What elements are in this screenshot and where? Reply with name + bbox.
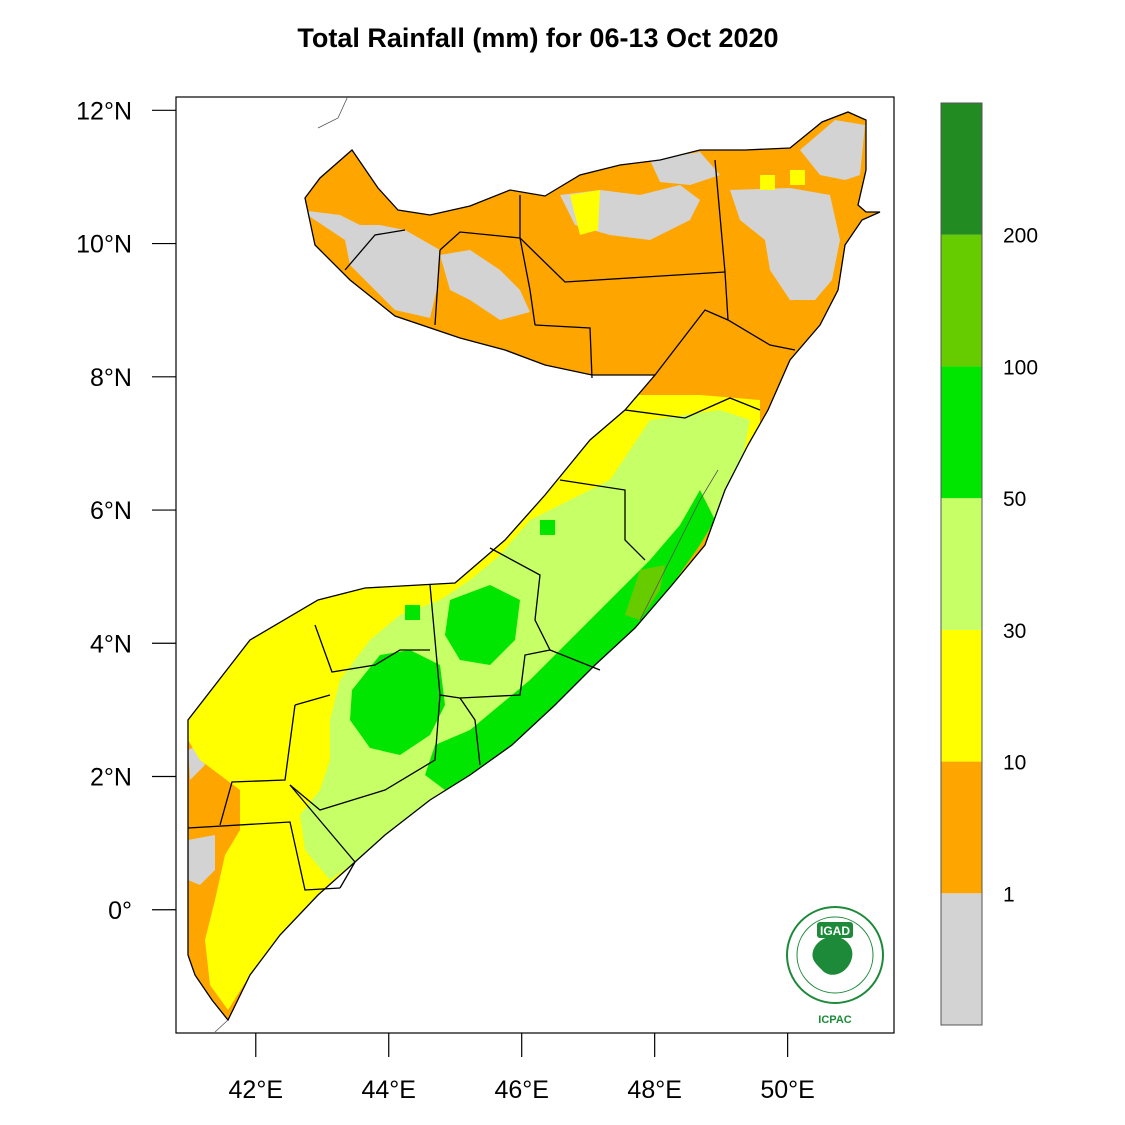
- lat-tick-label: 4°N: [90, 630, 132, 658]
- legend-bin: [941, 629, 982, 762]
- logo-inner-ring: [796, 916, 874, 994]
- legend-bin: [941, 761, 982, 894]
- lon-tick-label: 42°E: [229, 1076, 283, 1104]
- lat-tick-label: 10°N: [76, 231, 132, 259]
- lat-tick-label: 6°N: [90, 497, 132, 525]
- legend-label: 10: [1003, 752, 1026, 775]
- legend-colorbar: 1 10 30 50 100 200: [940, 102, 1038, 1026]
- logo-sub: ICPAC: [818, 1014, 851, 1026]
- lon-tick-label: 48°E: [627, 1076, 681, 1104]
- logo-name: IGAD: [820, 924, 850, 938]
- latitude-axis: 12°N 10°N 8°N 6°N 4°N 2°N 0°: [76, 97, 176, 925]
- lat-tick-label: 0°: [108, 897, 132, 925]
- legend-label: 200: [1003, 225, 1038, 248]
- zone-darkgreen: [625, 565, 665, 620]
- legend-bin: [941, 103, 982, 235]
- country-outline: [187, 111, 881, 1022]
- legend-label: 50: [1003, 488, 1026, 511]
- lon-tick-label: 46°E: [494, 1076, 548, 1104]
- legend-label: 1: [1003, 883, 1015, 906]
- legend-bin: [941, 498, 982, 630]
- igad-logo: IGAD ICPAC: [786, 906, 884, 1026]
- lat-tick-label: 2°N: [90, 764, 132, 792]
- lat-tick-label: 12°N: [76, 97, 132, 125]
- zone-green: [350, 490, 715, 790]
- longitude-axis: 42°E 44°E 46°E 48°E 50°E: [229, 1033, 815, 1104]
- logo-badge: [817, 922, 853, 938]
- zone-lightgreen: [300, 410, 750, 880]
- boundaries: [187, 95, 881, 1033]
- legend-label: 30: [1003, 620, 1026, 643]
- legend-bin: [941, 893, 982, 1025]
- legend-bin: [941, 366, 982, 499]
- africa-icon: [812, 936, 853, 975]
- lon-tick-label: 50°E: [760, 1076, 814, 1104]
- lon-tick-label: 44°E: [361, 1076, 415, 1104]
- legend-frame: [940, 102, 983, 1026]
- legend-bin: [941, 234, 982, 367]
- legend-label: 100: [1003, 356, 1038, 379]
- map-title: Total Rainfall (mm) for 06-13 Oct 2020: [297, 23, 778, 53]
- lat-tick-label: 8°N: [90, 364, 132, 392]
